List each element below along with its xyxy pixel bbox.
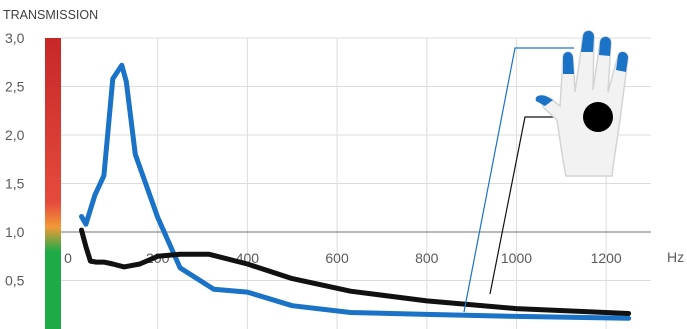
series-line-palm [79,62,632,321]
y-tick-label: 1,5 [5,176,25,192]
x-tick-label: 800 [415,250,439,266]
y-tick-labels: 0,5 1,0 1,5 2,0 2,5 3,0 [5,30,25,289]
glove-fingertip-1 [563,52,574,74]
glove-body [541,30,629,177]
x-axis-unit: Hz [667,249,684,265]
y-tick-label: 2,0 [5,127,25,143]
y-tick-label: 2,5 [5,79,25,95]
y-tick-label: 1,0 [5,224,25,240]
x-tick-label: 600 [325,250,349,266]
glove-fingertip-2 [581,30,594,52]
y-tick-label: 3,0 [5,30,25,46]
y-tick-label: 0,5 [5,273,25,289]
glove-thumb-tip [535,95,553,106]
callout-line-palm [463,47,574,313]
x-tick-label: 1000 [501,250,532,266]
series-line-dorsal [79,227,632,316]
glove-fingertip-4 [616,52,628,72]
x-tick-label: 0 [64,250,72,266]
transmission-colorbar [45,38,61,329]
series-lines [79,62,632,321]
y-axis-title: TRANSMISSION [3,8,98,22]
glove-fingertip-3 [599,36,611,56]
dorsal-measurement-point [583,102,613,132]
glove-illustration [535,30,629,177]
x-tick-label: 1200 [591,250,622,266]
